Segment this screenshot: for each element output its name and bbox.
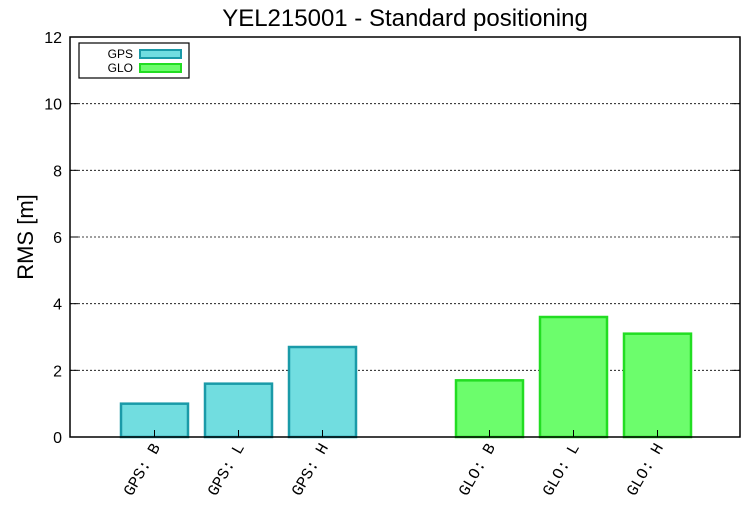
legend-swatch: [139, 63, 182, 73]
chart-title: YEL215001 - Standard positioning: [222, 5, 588, 32]
grid-lines: [70, 103, 740, 371]
y-tick-label: 6: [53, 230, 62, 247]
y-tick-label: 8: [53, 163, 62, 180]
legend-label: GLO: [108, 61, 133, 75]
legend-swatch: [139, 49, 182, 59]
bar: [287, 345, 358, 439]
y-tick-label: 10: [44, 97, 62, 114]
x-tick-label: GPS: L: [204, 441, 248, 500]
bar: [203, 382, 274, 439]
x-ticks: GPS: B GPS: L GPS: H GLO: B GLO: L GLO: H: [120, 430, 668, 500]
y-ticks: 0 2 4 6 8 10 12: [44, 30, 740, 447]
bar: [538, 315, 609, 439]
y-tick-label: 12: [44, 30, 62, 47]
bars: [119, 315, 693, 439]
legend-label: GPS: [108, 47, 133, 61]
x-tick-label: GPS: H: [288, 441, 332, 500]
x-tick-label: GPS: B: [120, 441, 164, 500]
y-tick-label: 4: [53, 297, 62, 314]
x-tick-label: GLO: L: [539, 441, 583, 500]
y-axis-label: RMS [m]: [13, 194, 38, 280]
bar: [454, 379, 525, 439]
x-tick-label: GLO: H: [623, 441, 667, 500]
y-tick-label: 0: [53, 430, 62, 447]
bar: [622, 332, 693, 439]
y-tick-label: 2: [53, 363, 62, 380]
x-tick-label: GLO: B: [455, 441, 499, 500]
